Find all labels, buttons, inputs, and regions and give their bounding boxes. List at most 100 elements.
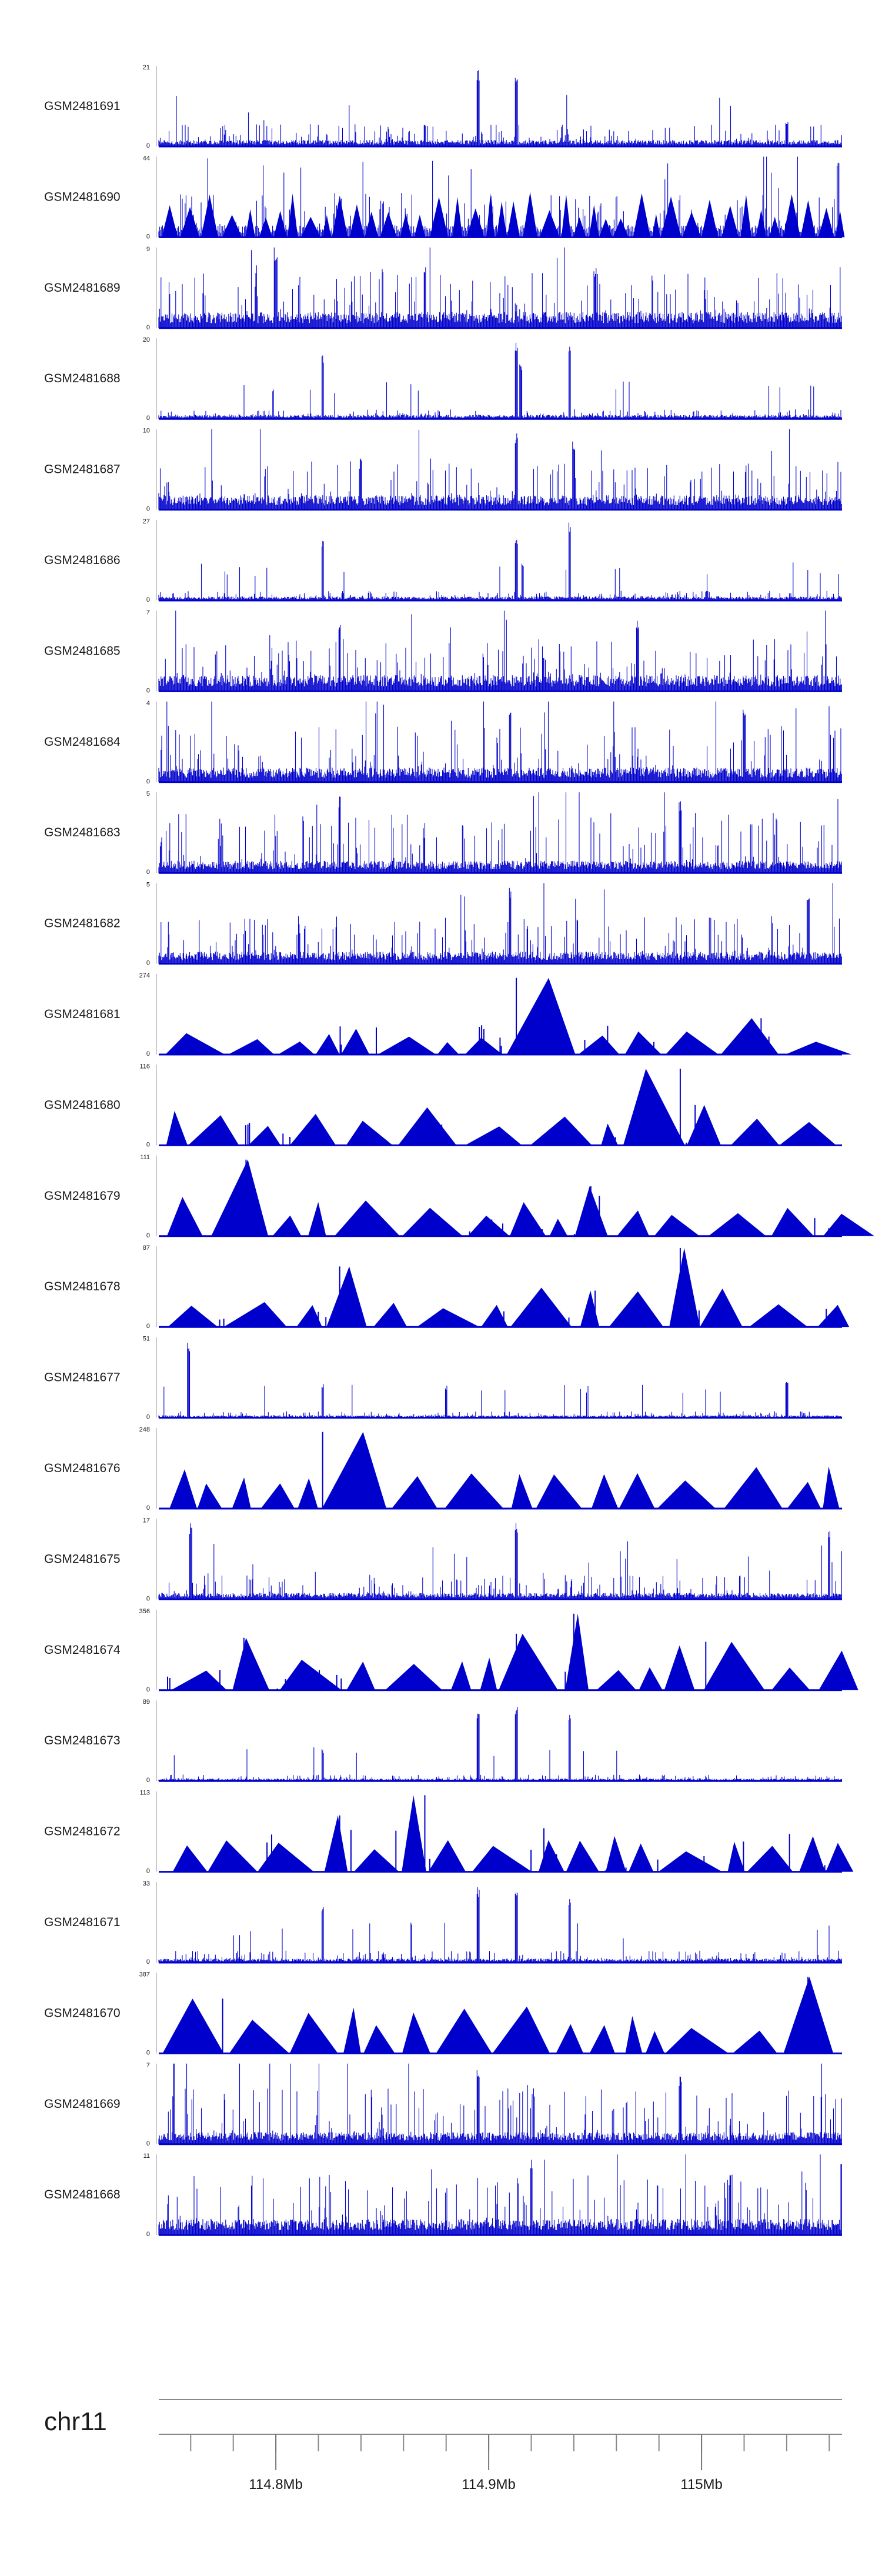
track-label: GSM2481672	[44, 1825, 121, 1838]
track-label: GSM2481691	[44, 99, 121, 113]
track-GSM2481678: GSM2481678 87 0	[44, 1244, 850, 1330]
track-label: GSM2481676	[44, 1461, 121, 1475]
track-signal	[158, 610, 842, 692]
track-area-signal	[168, 1247, 850, 1327]
track-ymax-label: 10	[143, 428, 150, 435]
track-ymax-label: 21	[143, 64, 150, 71]
track-peak-signal	[208, 1069, 756, 1146]
track-ymax-label: 274	[139, 972, 150, 979]
track-ymax-label: 387	[139, 1971, 150, 1978]
track-label: GSM2481674	[44, 1643, 121, 1657]
track-peak-signal	[188, 1247, 827, 1327]
track-peak-signal	[174, 1159, 831, 1236]
track-signal	[158, 1343, 842, 1418]
track-ymin-label: 0	[146, 233, 150, 240]
track-GSM2481689: GSM2481689 9 0	[44, 246, 842, 331]
track-GSM2481668: GSM2481668 11 0	[44, 2153, 842, 2238]
track-label: GSM2481677	[44, 1371, 121, 1384]
track-GSM2481669: GSM2481669 7 0	[44, 2062, 842, 2147]
track-GSM2481691: GSM2481691 21 0	[44, 64, 842, 149]
track-ymin-label: 0	[146, 1050, 150, 1057]
track-ymin-label: 0	[146, 1686, 150, 1693]
track-peak-signal	[216, 1795, 827, 1872]
track-area-signal	[162, 1977, 834, 2054]
track-GSM2481683: GSM2481683 5 0	[44, 790, 842, 876]
track-ymax-label: 11	[143, 2153, 150, 2160]
track-GSM2481684: GSM2481684 4 0	[44, 700, 842, 785]
track-label: GSM2481684	[44, 735, 121, 749]
track-ymin-label: 0	[146, 1323, 150, 1330]
track-GSM2481677: GSM2481677 51 0	[44, 1336, 842, 1421]
track-signal	[158, 429, 842, 510]
track-label: GSM2481689	[44, 281, 121, 295]
track-ymax-label: 356	[139, 1608, 150, 1615]
track-ymax-label: 89	[143, 1699, 150, 1706]
track-ymin-label: 0	[146, 2140, 150, 2147]
track-ymax-label: 87	[143, 1244, 150, 1252]
track-label: GSM2481675	[44, 1552, 121, 1566]
track-ymax-label: 33	[143, 1880, 150, 1887]
track-ymax-label: 7	[146, 609, 150, 616]
track-ymin-label: 0	[146, 596, 150, 603]
track-label: GSM2481669	[44, 2097, 121, 2111]
track-area-signal	[165, 977, 852, 1055]
track-area-signal	[171, 1613, 858, 1690]
track-ymin-label: 0	[146, 960, 150, 967]
track-GSM2481679: GSM2481679 111 0	[44, 1154, 875, 1239]
axis-ticks: 114.8Mb 114.9Mb 115Mb	[190, 2434, 830, 2492]
track-label: GSM2481685	[44, 644, 121, 658]
track-label: GSM2481670	[44, 2006, 121, 2020]
track-label: GSM2481683	[44, 826, 121, 839]
track-label: GSM2481688	[44, 372, 121, 385]
track-signal	[158, 1707, 842, 1781]
track-GSM2481690: GSM2481690 44 0	[44, 155, 845, 240]
track-GSM2481672: GSM2481672 113 0	[44, 1790, 854, 1875]
track-label: GSM2481679	[44, 1189, 121, 1203]
track-peak-signal	[231, 977, 770, 1055]
tracks-layer: GSM2481691210GSM2481690440GSM248168990GS…	[44, 64, 875, 2238]
track-GSM2481687: GSM2481687 10 0	[44, 428, 842, 513]
track-GSM2481675: GSM2481675 17 0	[44, 1517, 842, 1602]
track-signal	[158, 522, 842, 600]
track-ymin-label: 0	[146, 1868, 150, 1875]
track-ymin-label: 0	[146, 324, 150, 331]
track-peak-signal	[167, 1613, 783, 1690]
track-label: GSM2481681	[44, 1007, 121, 1021]
track-ymin-label: 0	[146, 142, 150, 149]
track-ymax-label: 5	[146, 882, 150, 889]
track-GSM2481670: GSM2481670 387 0	[44, 1971, 842, 2056]
track-ymin-label: 0	[146, 1958, 150, 1966]
track-GSM2481673: GSM2481673 89 0	[44, 1699, 842, 1784]
track-ymin-label: 0	[146, 687, 150, 694]
track-signal	[158, 883, 842, 964]
axis-tick-label: 114.8Mb	[249, 2477, 303, 2492]
track-ymax-label: 113	[139, 1790, 150, 1797]
track-ymin-label: 0	[146, 1232, 150, 1239]
track-ymin-label: 0	[146, 1595, 150, 1602]
track-label: GSM2481687	[44, 463, 121, 476]
track-label: GSM2481678	[44, 1280, 121, 1293]
track-ymax-label: 116	[139, 1063, 150, 1070]
track-ymin-label: 0	[146, 1414, 150, 1421]
track-ymax-label: 17	[143, 1517, 150, 1524]
track-signal	[158, 1523, 842, 1600]
track-ymin-label: 0	[146, 2049, 150, 2056]
track-signal	[158, 1887, 842, 1963]
track-ymax-label: 9	[146, 246, 150, 253]
track-ymin-label: 0	[146, 1777, 150, 1784]
track-label: GSM2481686	[44, 553, 121, 567]
track-area-signal	[166, 1069, 837, 1146]
track-label: GSM2481673	[44, 1734, 121, 1747]
track-ymax-label: 51	[143, 1336, 150, 1343]
track-ymin-label: 0	[146, 1504, 150, 1511]
track-GSM2481681: GSM2481681 274 0	[44, 972, 852, 1057]
track-signal	[158, 342, 842, 419]
genome-axis: chr11 114.8Mb 114.9Mb 115Mb	[44, 2399, 842, 2492]
track-area-signal	[169, 1432, 840, 1509]
chromosome-label: chr11	[44, 2407, 107, 2436]
track-GSM2481682: GSM2481682 5 0	[44, 882, 842, 967]
track-signal	[158, 247, 842, 328]
track-ymax-label: 111	[140, 1154, 150, 1161]
track-signal	[158, 792, 842, 873]
track-area-signal	[172, 1795, 854, 1872]
